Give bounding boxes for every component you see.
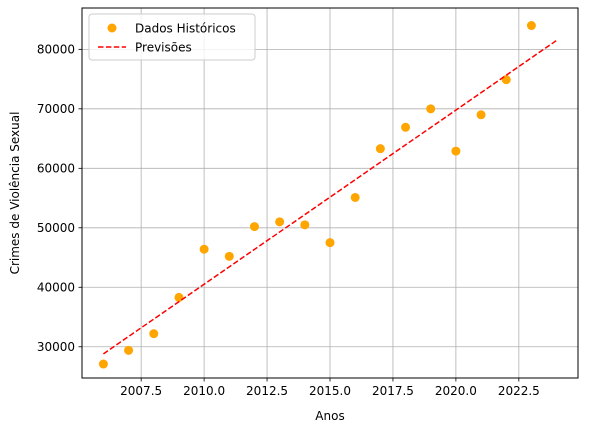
data-point (300, 220, 310, 230)
data-point (249, 222, 259, 232)
y-tick-label: 40000 (37, 281, 75, 295)
legend-point-marker (107, 23, 117, 33)
data-point (526, 21, 536, 31)
data-point (149, 329, 159, 339)
y-tick-label: 50000 (37, 221, 75, 235)
y-tick-label: 70000 (37, 102, 75, 116)
y-axis: 30000 40000 50000 60000 70000 80000 (37, 43, 82, 354)
grid (82, 8, 578, 378)
data-point (98, 359, 108, 369)
x-tick-label: 2012.5 (246, 384, 288, 398)
data-point (275, 217, 285, 227)
x-tick-label: 2007.5 (120, 384, 162, 398)
data-point (401, 122, 411, 132)
legend-label: Dados Históricos (135, 21, 236, 35)
data-point (350, 192, 360, 202)
legend: Dados Históricos Previsões (88, 13, 256, 61)
series-layer (98, 21, 558, 369)
data-point (426, 104, 436, 114)
x-tick-label: 2022.5 (498, 384, 540, 398)
data-point (199, 244, 209, 254)
x-tick-label: 2015.0 (309, 384, 351, 398)
data-point (451, 146, 461, 156)
data-point (174, 292, 184, 302)
legend-label: Previsões (135, 40, 192, 54)
y-tick-label: 80000 (37, 43, 75, 57)
data-point (375, 144, 385, 154)
y-axis-label: Crimes de Violência Sexual (8, 112, 22, 275)
x-tick-label: 2017.5 (372, 384, 414, 398)
y-tick-label: 60000 (37, 162, 75, 176)
forecast-line (102, 39, 558, 355)
data-point (224, 251, 234, 261)
data-point (325, 238, 335, 248)
legend-box (88, 13, 256, 61)
y-tick-label: 30000 (37, 340, 75, 354)
x-tick-label: 2020.0 (435, 384, 477, 398)
x-tick-label: 2010.0 (183, 384, 225, 398)
x-axis: 2007.5 2010.0 2012.5 2015.0 2017.5 2020.0 2022… (120, 378, 540, 398)
data-point (476, 110, 486, 120)
x-axis-label: Anos (315, 409, 344, 423)
data-point (124, 345, 134, 355)
